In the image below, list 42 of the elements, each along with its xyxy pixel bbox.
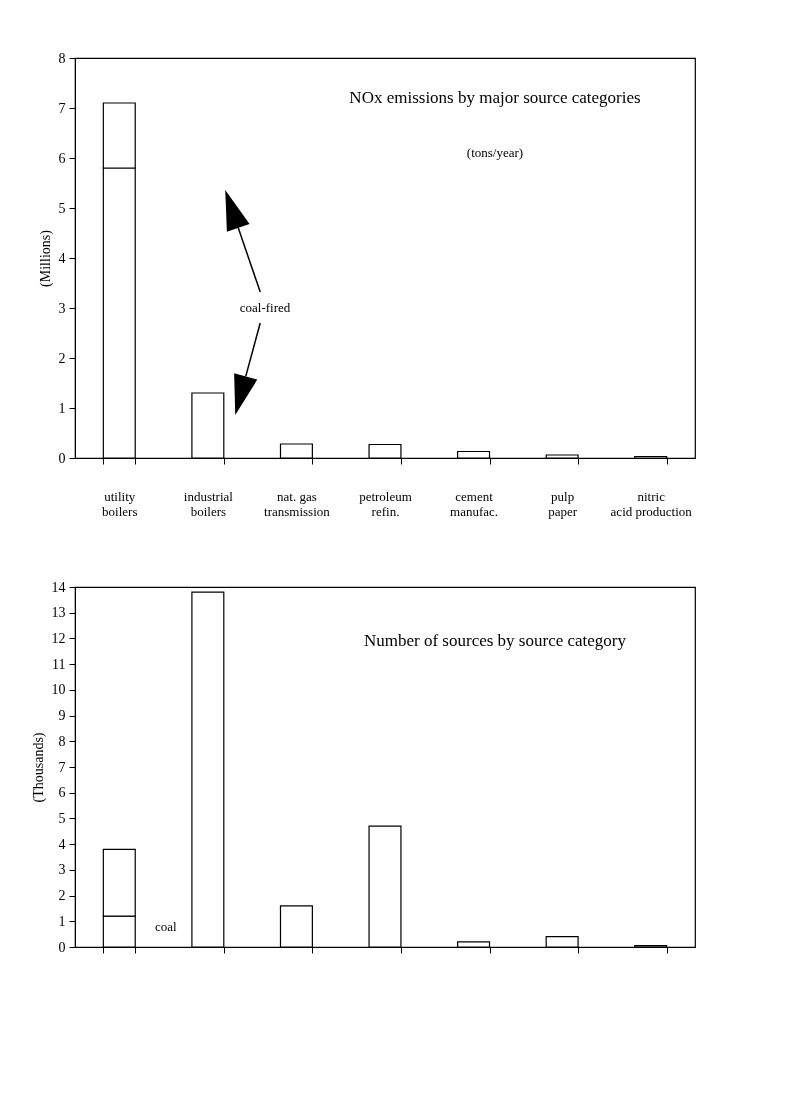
y-tick-label: 5	[58, 200, 66, 216]
y-tick-label: 0	[58, 939, 66, 955]
bar	[457, 450, 491, 459]
x-tick-label: utility boilers	[102, 488, 138, 519]
y-tick-label: 8	[58, 50, 66, 66]
bar	[457, 941, 491, 948]
y-tick-label: 9	[58, 708, 66, 724]
y-tick-label: 5	[58, 810, 66, 826]
y-axis-title: (Millions)	[37, 229, 54, 287]
y-tick-label: 1	[58, 400, 66, 416]
x-tick-label: pulp paper	[548, 488, 578, 519]
y-tick-label: 4	[58, 250, 66, 266]
bar	[191, 392, 225, 459]
y-tick-label: 7	[58, 100, 66, 116]
y-tick-label: 7	[58, 759, 66, 775]
y-tick-label: 8	[58, 733, 66, 749]
bar	[191, 591, 225, 948]
text: Number of sources by source category	[364, 631, 627, 650]
y-tick-label: 14	[51, 579, 66, 595]
y-tick-label: 11	[52, 656, 66, 672]
y-axis-title: (Thousands)	[30, 732, 47, 803]
y-tick-label: 3	[58, 862, 66, 878]
y-tick-label: 6	[58, 785, 66, 801]
y-tick-label: 0	[58, 450, 66, 466]
y-tick-label: 1	[58, 913, 66, 929]
x-tick-label: cement manufac.	[450, 488, 499, 519]
y-tick-label: 2	[58, 888, 66, 904]
annotation: coal-fired	[239, 300, 291, 315]
text: NOx emissions by major source categories	[349, 88, 641, 107]
x-tick-label: petroleum refin.	[359, 488, 412, 519]
annotation: coal	[155, 919, 178, 934]
x-tick-label: industrial boilers	[183, 488, 234, 519]
y-tick-label: 10	[51, 682, 66, 698]
y-tick-label: 2	[58, 350, 66, 366]
x-tick-label: nitric acid production	[610, 488, 693, 519]
y-tick-label: 13	[51, 605, 66, 621]
y-tick-label: 6	[58, 150, 66, 166]
y-tick-label: 3	[58, 300, 66, 316]
y-tick-label: 12	[51, 630, 66, 646]
x-tick-label: nat. gas transmission	[264, 488, 331, 519]
y-tick-label: 4	[58, 836, 66, 852]
text: (tons/year)	[466, 145, 524, 160]
